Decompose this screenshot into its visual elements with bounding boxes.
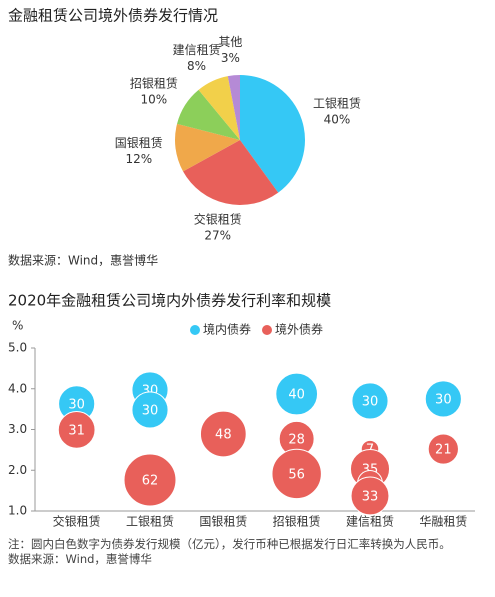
bubble bbox=[275, 372, 319, 416]
bubble-label: 21 bbox=[435, 443, 452, 458]
y-tick-label: 2.0 bbox=[8, 463, 27, 477]
slice-value: 40% bbox=[324, 113, 351, 127]
bubble-label: 56 bbox=[288, 467, 305, 482]
x-tick-label: 华融租赁 bbox=[419, 515, 467, 529]
y-tick-label: 1.0 bbox=[8, 504, 27, 518]
legend-marker bbox=[190, 325, 200, 335]
source: 数据来源：Wind，惠誉博华 bbox=[8, 253, 158, 268]
pie-slice bbox=[240, 75, 305, 193]
slice-label: 招银租赁 bbox=[130, 76, 178, 90]
y-tick-label: 3.0 bbox=[8, 422, 27, 436]
bubble-label: 33 bbox=[362, 489, 379, 504]
y-tick-label: 5.0 bbox=[8, 341, 27, 355]
legend-marker bbox=[262, 325, 272, 335]
chart-title: 2020年金融租赁公司境内外债券发行利率和规模 bbox=[8, 292, 331, 310]
slice-label: 建信租赁 bbox=[173, 43, 221, 57]
legend-label: 境外债券 bbox=[275, 322, 323, 337]
bubble-label: 48 bbox=[215, 427, 232, 442]
x-tick-label: 国银租赁 bbox=[199, 515, 247, 529]
slice-label: 国银租赁 bbox=[115, 136, 163, 150]
bubble bbox=[123, 453, 177, 507]
x-tick-label: 建信租赁 bbox=[346, 515, 394, 529]
chart-title: 金融租赁公司境外债券发行情况 bbox=[8, 7, 218, 25]
x-tick-label: 交银租赁 bbox=[53, 514, 101, 529]
bubble bbox=[131, 391, 169, 429]
source: 数据来源：Wind，惠誉博华 bbox=[8, 552, 152, 566]
bubble-label: 40 bbox=[288, 388, 305, 403]
slice-value: 27% bbox=[204, 228, 231, 242]
y-axis-label: % bbox=[12, 319, 23, 333]
bubble bbox=[424, 380, 462, 418]
bubble-label: 30 bbox=[68, 397, 85, 412]
slice-value: 10% bbox=[141, 92, 168, 106]
bubble bbox=[351, 382, 389, 420]
bubble-label: 31 bbox=[68, 423, 85, 438]
bubble-label: 30 bbox=[142, 403, 159, 418]
slice-label: 其他 bbox=[218, 35, 242, 49]
pie-slice bbox=[227, 75, 240, 140]
bubble bbox=[427, 433, 459, 465]
bubble-label: 30 bbox=[435, 392, 452, 407]
y-tick-label: 4.0 bbox=[8, 381, 27, 395]
x-tick-label: 工银租赁 bbox=[126, 515, 174, 529]
bubble-label: 30 bbox=[362, 394, 379, 409]
bubble bbox=[271, 448, 322, 500]
note-text: 注：圆内白色数字为债券发行规模（亿元），发行币种已根据发行日汇率转换为人民币。 bbox=[8, 537, 451, 551]
pie-slice bbox=[198, 76, 240, 140]
note: 注：圆内白色数字为债券发行规模（亿元），发行币种已根据发行日汇率转换为人民币。数… bbox=[8, 537, 488, 567]
slice-value: 3% bbox=[221, 51, 240, 65]
bubble bbox=[350, 476, 390, 516]
pie-slice bbox=[183, 140, 279, 205]
bubble bbox=[199, 410, 247, 458]
bubble-label: 28 bbox=[288, 432, 305, 447]
pie-slice bbox=[177, 89, 240, 140]
x-tick-label: 招银租赁 bbox=[273, 515, 321, 529]
pie-slice bbox=[175, 123, 240, 172]
slice-value: 12% bbox=[125, 152, 152, 166]
bubble-label: 62 bbox=[142, 474, 159, 489]
slice-value: 8% bbox=[187, 59, 206, 73]
bubble bbox=[57, 411, 96, 449]
slice-label: 工银租赁 bbox=[313, 97, 361, 111]
slice-label: 交银租赁 bbox=[194, 211, 242, 226]
legend-label: 境内债券 bbox=[203, 322, 251, 337]
